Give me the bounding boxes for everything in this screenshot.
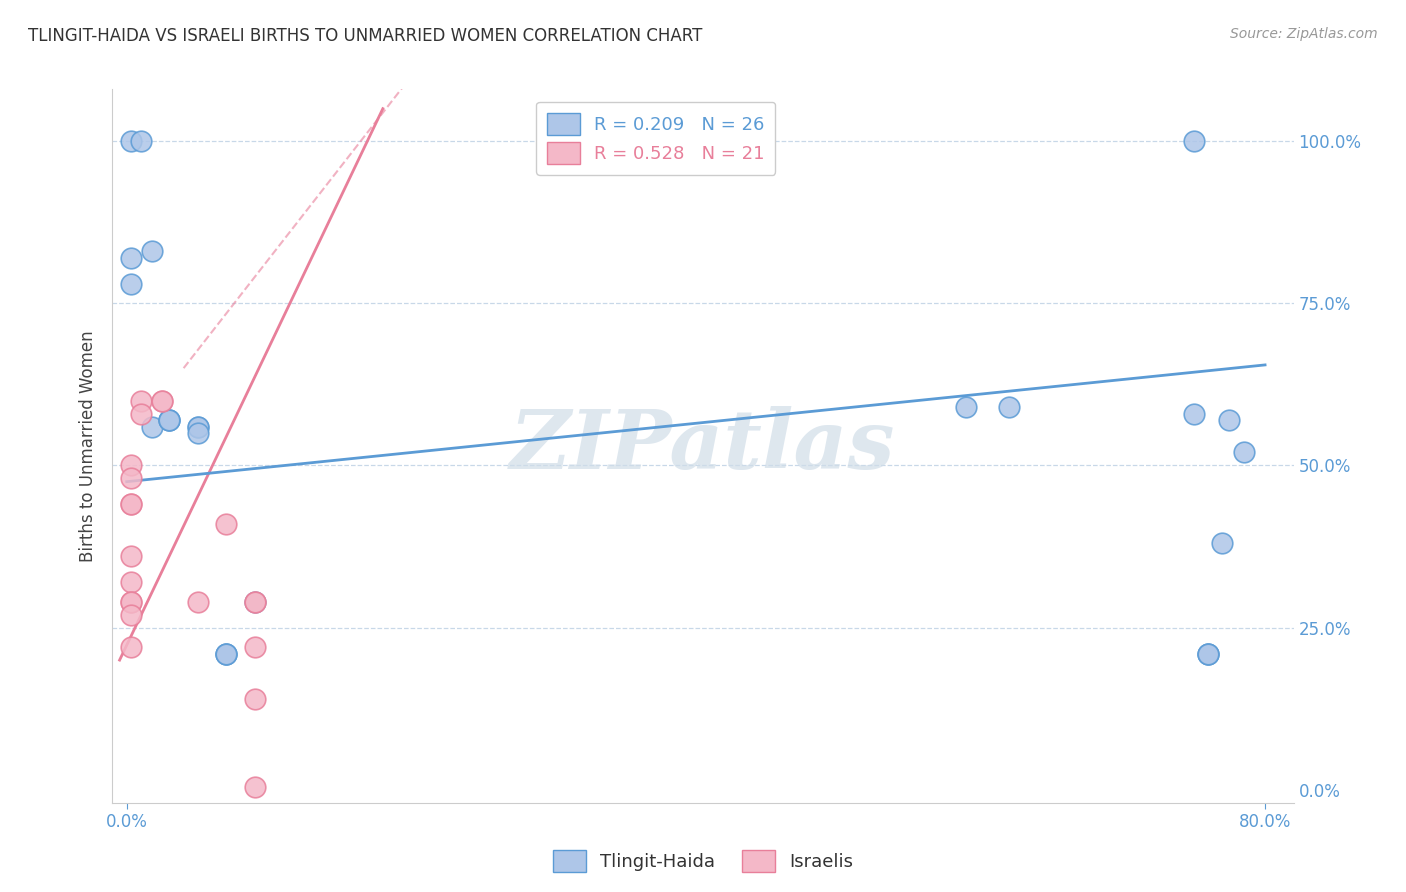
Point	[955, 400, 977, 414]
Point	[120, 595, 142, 609]
Point	[120, 575, 142, 590]
Point	[129, 134, 152, 148]
Legend: Tlingit-Haida, Israelis: Tlingit-Haida, Israelis	[546, 843, 860, 880]
Point	[120, 640, 142, 654]
Point	[1182, 407, 1205, 421]
Point	[141, 244, 163, 259]
Point	[157, 413, 180, 427]
Point	[1197, 647, 1219, 661]
Y-axis label: Births to Unmarried Women: Births to Unmarried Women	[79, 330, 97, 562]
Text: TLINGIT-HAIDA VS ISRAELI BIRTHS TO UNMARRIED WOMEN CORRELATION CHART: TLINGIT-HAIDA VS ISRAELI BIRTHS TO UNMAR…	[28, 27, 703, 45]
Point	[243, 595, 266, 609]
Point	[120, 595, 142, 609]
Point	[157, 413, 180, 427]
Point	[157, 413, 180, 427]
Point	[120, 458, 142, 473]
Point	[187, 419, 209, 434]
Point	[998, 400, 1021, 414]
Point	[129, 407, 152, 421]
Point	[1197, 647, 1219, 661]
Point	[120, 607, 142, 622]
Point	[215, 647, 238, 661]
Point	[1233, 445, 1256, 459]
Point	[243, 780, 266, 794]
Point	[141, 419, 163, 434]
Point	[120, 549, 142, 564]
Point	[1218, 413, 1240, 427]
Point	[215, 647, 238, 661]
Point	[215, 516, 238, 531]
Point	[1197, 647, 1219, 661]
Point	[150, 393, 173, 408]
Point	[187, 425, 209, 440]
Point	[120, 277, 142, 291]
Point	[243, 640, 266, 654]
Point	[120, 251, 142, 265]
Point	[120, 497, 142, 511]
Point	[120, 134, 142, 148]
Point	[120, 497, 142, 511]
Text: ZIPatlas: ZIPatlas	[510, 406, 896, 486]
Point	[187, 419, 209, 434]
Point	[120, 471, 142, 485]
Point	[187, 595, 209, 609]
Point	[243, 595, 266, 609]
Text: Source: ZipAtlas.com: Source: ZipAtlas.com	[1230, 27, 1378, 41]
Point	[215, 647, 238, 661]
Point	[243, 692, 266, 706]
Point	[1182, 134, 1205, 148]
Point	[150, 393, 173, 408]
Point	[129, 393, 152, 408]
Point	[1211, 536, 1233, 550]
Point	[243, 595, 266, 609]
